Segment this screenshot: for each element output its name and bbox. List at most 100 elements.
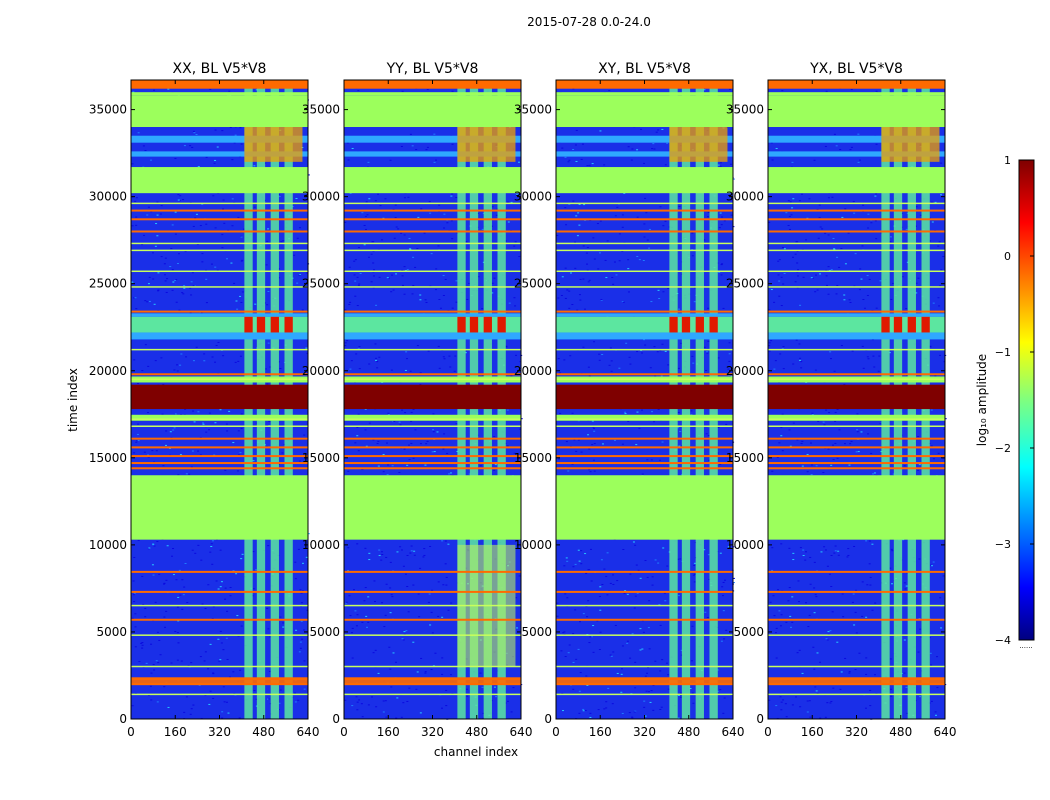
- noise-speck: [813, 668, 816, 670]
- noise-speck: [238, 454, 241, 456]
- noise-speck: [377, 193, 380, 195]
- noise-speck: [358, 283, 361, 285]
- noise-speck: [564, 656, 567, 658]
- noise-speck: [839, 149, 842, 151]
- noise-speck: [163, 274, 166, 276]
- noise-speck: [193, 421, 196, 423]
- green-row-line: [344, 693, 521, 696]
- noise-speck: [706, 352, 709, 354]
- noise-speck: [860, 278, 863, 280]
- noise-speck: [350, 632, 353, 634]
- noise-speck: [892, 282, 895, 284]
- noise-speck: [830, 269, 833, 271]
- flagged-block: [131, 92, 308, 96]
- noise-speck: [349, 301, 352, 303]
- noise-speck: [367, 621, 370, 623]
- noise-speck: [567, 161, 570, 163]
- noise-speck: [185, 356, 188, 358]
- noise-speck: [440, 707, 443, 709]
- noise-speck: [399, 546, 402, 548]
- noise-speck: [156, 235, 159, 237]
- noise-speck: [593, 443, 596, 445]
- noise-speck: [392, 208, 395, 210]
- noise-speck: [405, 351, 408, 353]
- mid-row-band: [131, 151, 308, 157]
- noise-speck: [556, 602, 559, 604]
- noise-speck: [382, 711, 385, 713]
- noise-speck: [174, 233, 177, 235]
- x-tick-label: 640: [934, 725, 957, 739]
- noise-speck: [612, 651, 615, 653]
- noise-speck: [170, 662, 173, 664]
- noise-speck: [789, 201, 792, 203]
- noise-speck: [373, 269, 376, 271]
- noise-speck: [680, 692, 683, 694]
- noise-speck: [646, 672, 649, 674]
- noise-speck: [571, 304, 574, 306]
- noise-speck: [365, 615, 368, 617]
- noise-speck: [643, 236, 646, 238]
- noise-speck: [599, 252, 602, 254]
- mid-row-band: [344, 332, 521, 340]
- noise-speck: [586, 165, 589, 167]
- noise-speck: [865, 657, 868, 659]
- noise-speck: [428, 593, 431, 595]
- noise-speck: [418, 616, 421, 618]
- noise-speck: [815, 596, 818, 598]
- noise-speck: [556, 234, 559, 236]
- noise-speck: [137, 423, 140, 425]
- noise-speck: [613, 439, 616, 441]
- noise-speck: [210, 263, 213, 265]
- noise-speck: [203, 353, 206, 355]
- x-tick-label: 320: [633, 725, 656, 739]
- noise-speck: [201, 261, 204, 263]
- noise-speck: [576, 235, 579, 237]
- noise-speck: [788, 215, 791, 217]
- noise-speck: [847, 554, 850, 556]
- green-row-line: [556, 425, 733, 427]
- noise-speck: [160, 256, 163, 258]
- noise-speck: [372, 287, 375, 289]
- x-tick-label: 640: [722, 725, 745, 739]
- noise-speck: [389, 159, 392, 161]
- noise-speck: [513, 245, 516, 247]
- orange-row-line: [556, 590, 733, 593]
- noise-speck: [180, 414, 183, 416]
- noise-speck: [357, 348, 360, 350]
- noise-speck: [231, 159, 234, 161]
- noise-speck: [599, 586, 602, 588]
- noise-speck: [932, 458, 935, 460]
- noise-speck: [580, 158, 583, 160]
- noise-speck: [414, 429, 417, 431]
- noise-speck: [641, 648, 644, 650]
- noise-speck: [659, 708, 662, 710]
- noise-speck: [233, 142, 236, 144]
- noise-speck: [493, 686, 496, 688]
- noise-speck: [800, 361, 803, 363]
- noise-speck: [904, 588, 907, 590]
- noise-speck: [405, 630, 408, 632]
- noise-speck: [660, 706, 663, 708]
- noise-speck: [799, 547, 802, 549]
- noise-speck: [279, 689, 282, 691]
- noise-speck: [152, 574, 155, 576]
- noise-speck: [585, 572, 588, 574]
- noise-speck: [165, 291, 168, 293]
- noise-speck: [142, 145, 145, 147]
- noise-speck: [646, 239, 649, 241]
- noise-speck: [677, 694, 680, 696]
- noise-speck: [433, 161, 436, 163]
- noise-speck: [905, 228, 908, 230]
- noise-speck: [381, 602, 384, 604]
- noise-speck: [559, 372, 562, 374]
- noise-speck: [708, 459, 711, 461]
- noise-speck: [226, 430, 229, 432]
- noise-speck: [424, 464, 427, 466]
- noise-speck: [809, 716, 812, 718]
- colorbar-label: log₁₀ amplitude: [975, 354, 989, 446]
- noise-speck: [423, 232, 426, 234]
- noise-speck: [146, 301, 149, 303]
- noise-speck: [915, 206, 918, 208]
- top-orange-band: [556, 80, 733, 89]
- noise-speck: [169, 431, 172, 433]
